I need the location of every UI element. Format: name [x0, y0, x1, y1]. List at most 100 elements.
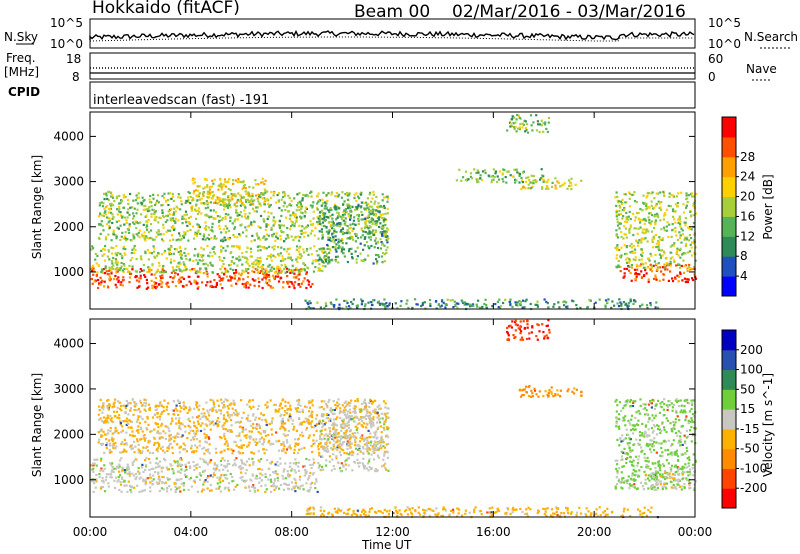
panel0-cell [141, 269, 144, 272]
panel0-cell [172, 219, 175, 222]
panel0-cell [301, 212, 304, 215]
panel0-ytick-label: 2000 [53, 220, 84, 234]
panel0-cell [694, 212, 698, 215]
panel1-cell [129, 407, 133, 410]
panel0-cell [349, 307, 352, 310]
panel1-cell [126, 403, 129, 407]
panel0-cell [186, 230, 189, 233]
panel0-cell [663, 263, 666, 266]
panel0-cell [689, 267, 692, 270]
panel0-cell [126, 211, 129, 214]
panel0-cell [662, 273, 665, 276]
panel1-cell [192, 438, 195, 441]
panel0-cell [522, 185, 525, 188]
panel0-cell [164, 220, 167, 224]
panel0-cell [634, 277, 637, 281]
panel1-cell [179, 422, 182, 425]
panel0-cell [203, 233, 206, 236]
panel0-cell [517, 114, 520, 117]
panel0-cell [261, 197, 264, 200]
panel0-cell [337, 306, 340, 309]
panel0-cell [266, 190, 269, 193]
panel0-cell [529, 114, 533, 117]
panel1-cell [109, 476, 112, 479]
panel0-cell [116, 263, 119, 266]
panel1-cell [326, 406, 329, 409]
panel0-cell [321, 260, 324, 263]
panel1-cell [204, 423, 207, 426]
panel1-cell [107, 416, 110, 419]
panel0-cell [303, 227, 306, 230]
panel0-cell [100, 214, 103, 217]
panel0-cell [292, 276, 295, 279]
panel1-cell [385, 443, 388, 446]
panel1-cell [228, 403, 231, 406]
panel1-cell [188, 465, 191, 468]
panel0-cell [258, 280, 261, 284]
panel0-cell [224, 270, 227, 273]
panel1-cell [153, 428, 156, 431]
panel0-cell [286, 275, 289, 278]
panel0-cell [346, 225, 349, 228]
panel0-cell [547, 116, 551, 119]
panel1-cell [130, 491, 133, 494]
panel1-cell [137, 466, 140, 470]
panel0-cell [647, 216, 650, 219]
panel0-cell [175, 248, 178, 251]
panel1-cell [167, 413, 170, 416]
panel1-cell [222, 424, 225, 427]
panel0-cell [179, 249, 182, 253]
panel0-cell [173, 207, 176, 210]
panel0-cell [147, 268, 151, 271]
panel1-cell [151, 451, 154, 455]
panel0-cell [269, 269, 272, 272]
panel0-cell [652, 246, 655, 249]
panel0-cell [174, 210, 177, 213]
panel1-cell [304, 417, 307, 420]
panel0-cell [353, 216, 356, 219]
panel0-cell [344, 193, 347, 196]
panel0-cell [356, 214, 359, 217]
panel0-cell [296, 260, 299, 263]
panel1-cell [134, 445, 137, 448]
panel0-cell [627, 269, 631, 272]
panel0-cell [158, 271, 161, 274]
panel0-cell [298, 256, 301, 260]
panel0-cell [668, 192, 671, 195]
panel0-cell [204, 267, 207, 270]
panel0-cell [687, 239, 691, 242]
panel0-cell [491, 179, 494, 182]
panel1-cell [222, 468, 225, 471]
panel1-cell [297, 401, 301, 404]
panel0-cell [175, 239, 178, 242]
panel0-cell [356, 195, 360, 198]
panel0-cell [156, 285, 159, 288]
panel0-cell [207, 254, 210, 257]
panel0-cell [640, 248, 643, 251]
panel0-cell [207, 233, 210, 236]
panel0-cell [357, 215, 361, 218]
panel0-cell [131, 221, 135, 224]
panel0-cell [295, 216, 298, 219]
panel0-cell [110, 252, 114, 255]
panel0-cell [177, 196, 180, 199]
panel1-cell [114, 426, 117, 429]
panel1-cell [137, 407, 141, 411]
panel0-cell [368, 224, 371, 228]
panel0-cell [245, 250, 248, 253]
panel0-cell [149, 223, 153, 226]
panel0-cell [115, 254, 118, 257]
panel0-cell [279, 252, 282, 255]
panel1-cell [138, 490, 141, 493]
panel0-cell [373, 246, 376, 249]
panel0-cell [653, 213, 657, 216]
panel1-cell [115, 465, 119, 468]
panel0-cell [645, 204, 648, 207]
panel0-cell [648, 218, 651, 222]
panel1-cell [164, 459, 167, 462]
panel1-cell [101, 434, 104, 437]
panel1-cell [275, 431, 278, 434]
panel0-cell [219, 258, 222, 261]
panel0-cell [144, 252, 147, 255]
panel1-cell [295, 484, 298, 487]
